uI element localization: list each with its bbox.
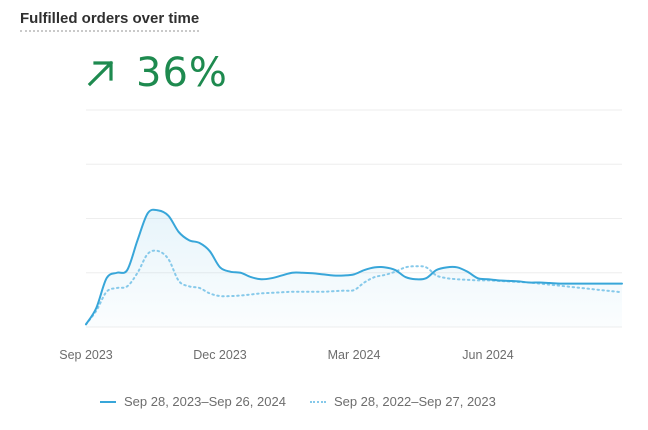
x-tick-label: Jun 2024 (462, 348, 513, 362)
x-tick-label: Dec 2023 (193, 348, 247, 362)
legend-swatch-solid (100, 400, 116, 403)
arrow-up-right-icon (87, 60, 114, 87)
kpi: 36% (84, 50, 228, 96)
legend-item-current[interactable]: Sep 28, 2023–Sep 26, 2024 (100, 394, 286, 409)
kpi-value: 36% (136, 50, 228, 96)
chart-title[interactable]: Fulfilled orders over time (20, 10, 200, 32)
legend-label-current: Sep 28, 2023–Sep 26, 2024 (124, 394, 286, 409)
series-current-line (85, 208, 623, 326)
x-tick-label: Mar 2024 (328, 348, 381, 362)
legend-label-previous: Sep 28, 2022–Sep 27, 2023 (333, 394, 496, 409)
legend-swatch-dotted (309, 400, 326, 403)
series-current-area (86, 209, 622, 327)
legend-item-previous[interactable]: Sep 28, 2022–Sep 27, 2023 (309, 394, 496, 409)
x-tick-label: Sep 2023 (59, 348, 113, 362)
chart-legend: Sep 28, 2023–Sep 26, 2024 Sep 28, 2022–S… (100, 394, 520, 409)
